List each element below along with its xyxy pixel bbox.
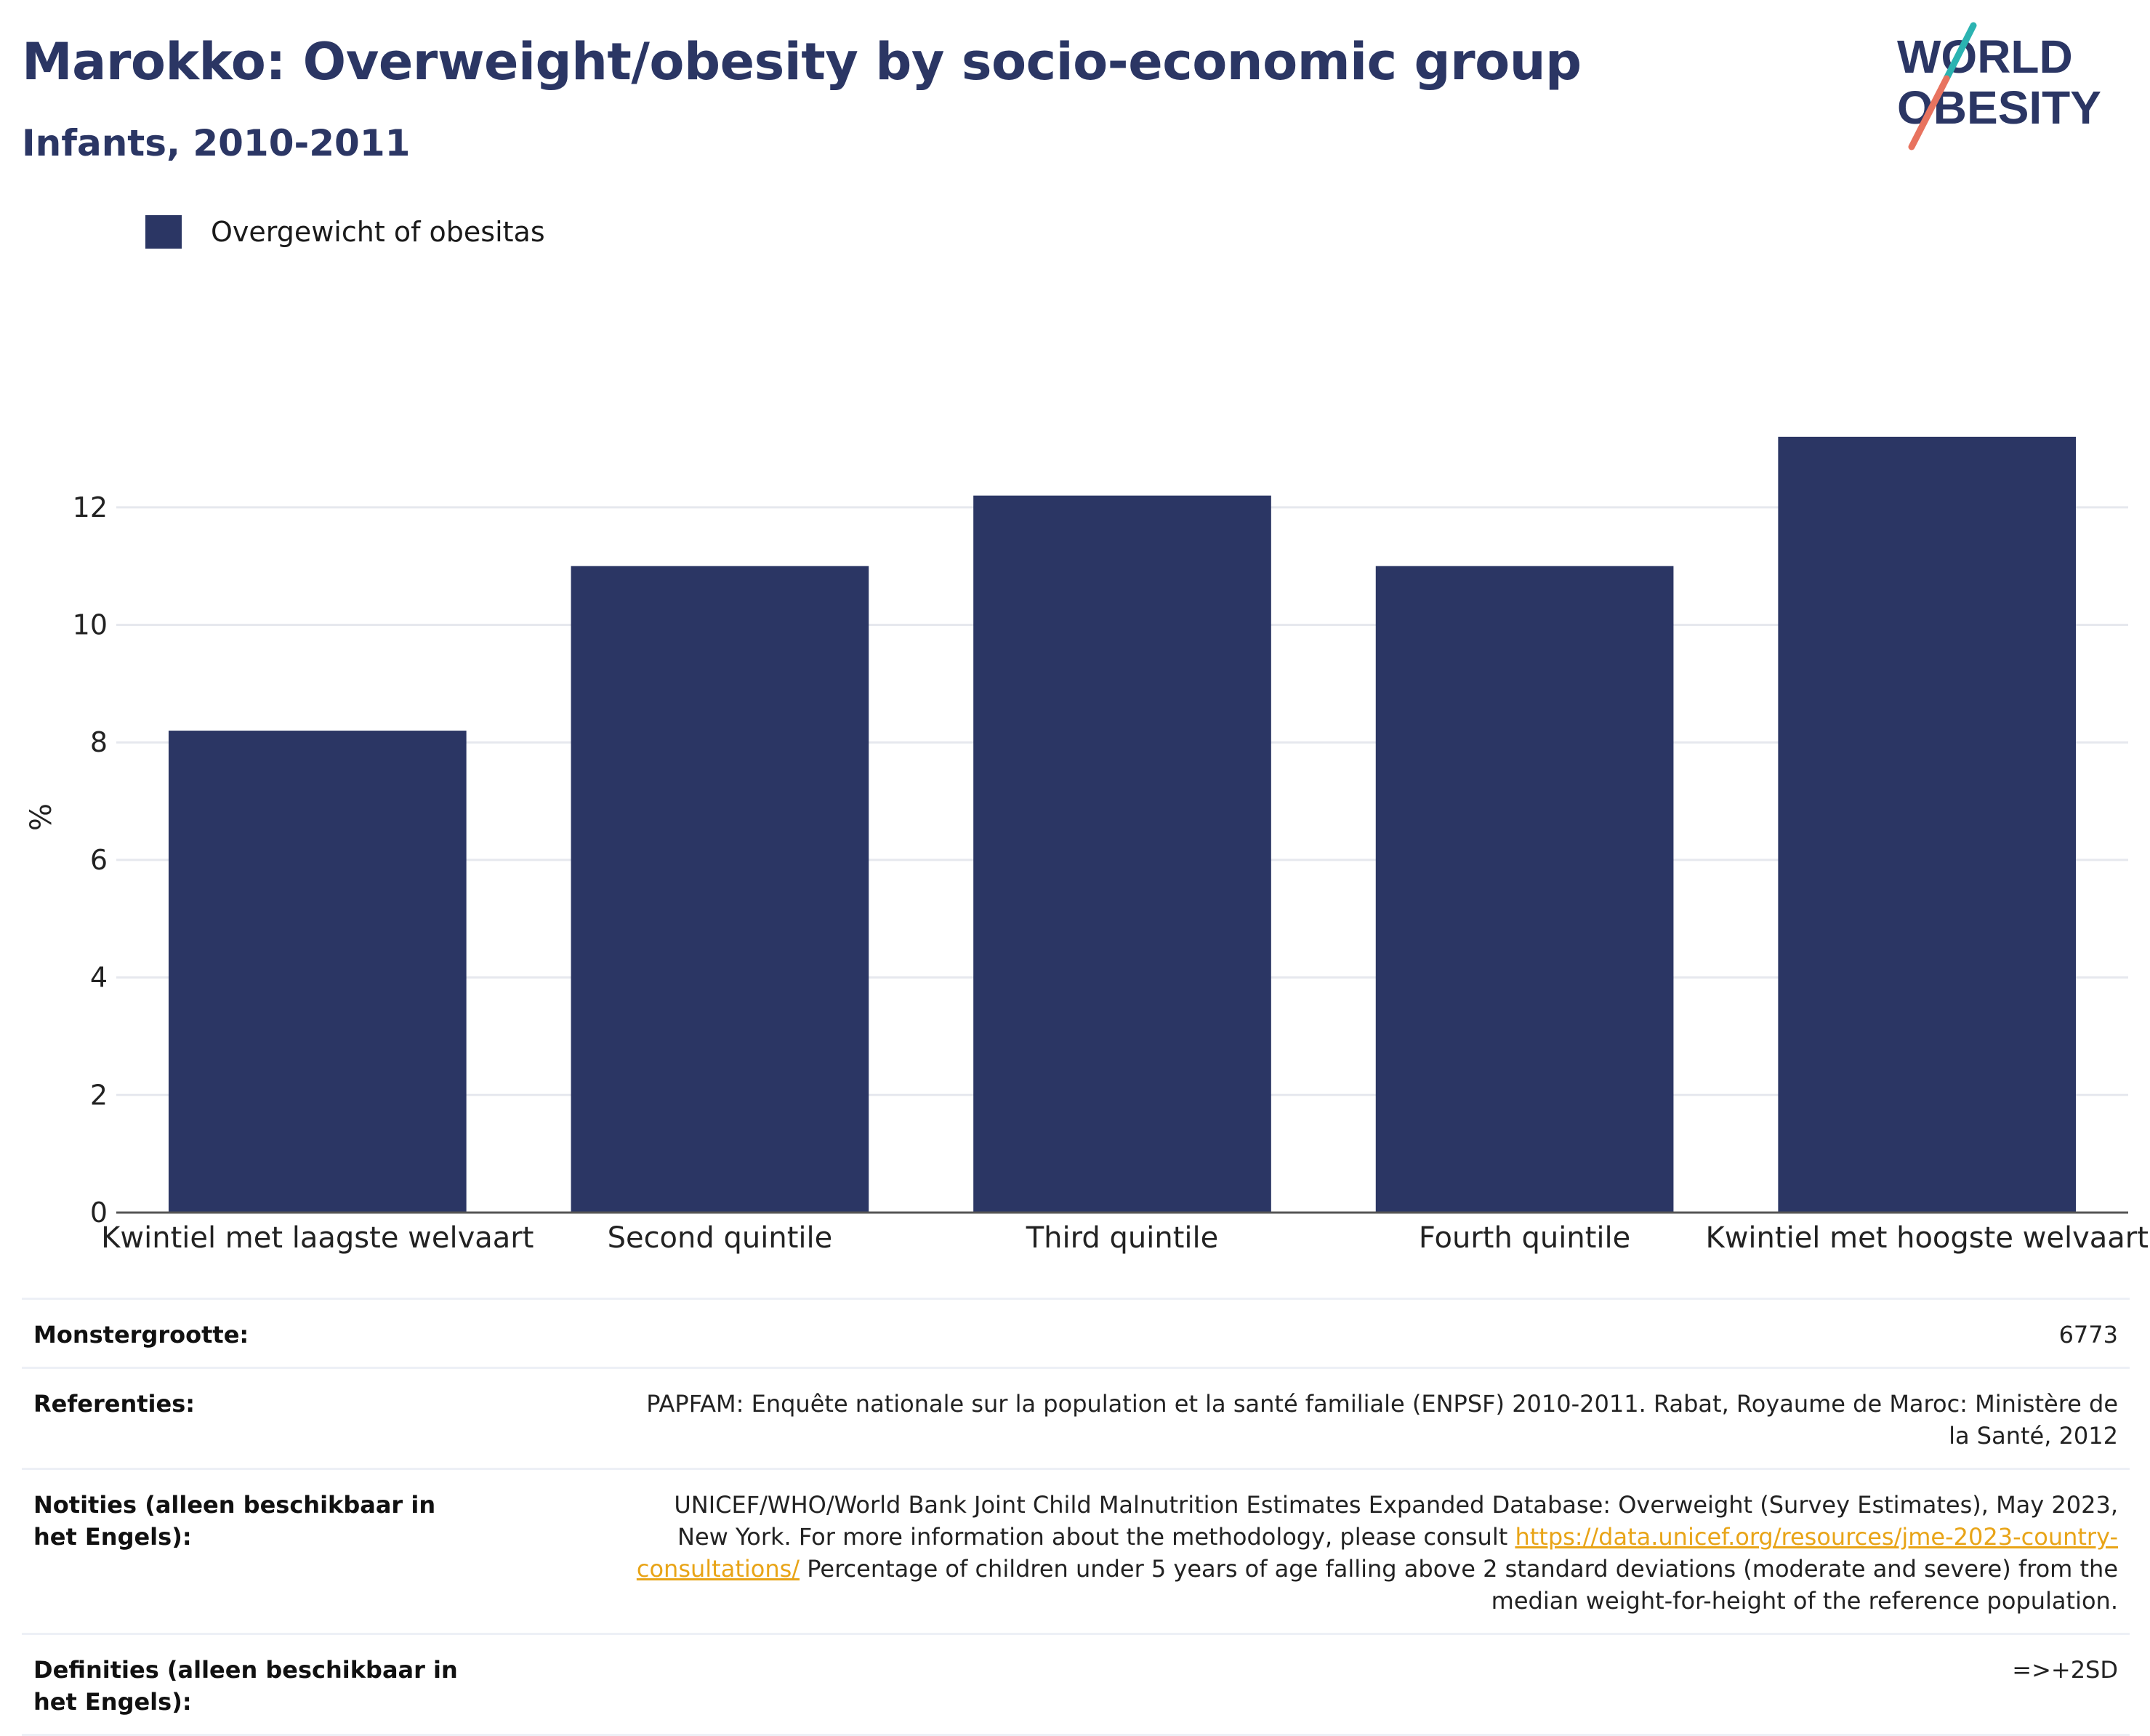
meta-value: UNICEF/WHO/World Bank Joint Child Malnut… bbox=[628, 1489, 2118, 1617]
y-tick-label: 10 bbox=[73, 609, 108, 641]
meta-row-notes: Notities (alleen beschikbaar in het Enge… bbox=[22, 1468, 2130, 1633]
methodology-link[interactable]: https://data.unicef.org/resources/jme-20… bbox=[636, 1523, 2118, 1583]
meta-row-sample-size: Monstergrootte: 6773 bbox=[22, 1298, 2130, 1367]
y-tick-label: 2 bbox=[90, 1079, 108, 1111]
legend: Overgewicht of obesitas bbox=[145, 215, 545, 249]
y-tick-label: 6 bbox=[90, 844, 108, 876]
x-tick-label: Second quintile bbox=[608, 1221, 833, 1255]
y-axis-label: % bbox=[25, 803, 58, 831]
meta-label: Definities (alleen beschikbaar in het En… bbox=[33, 1656, 458, 1716]
x-tick-label: Kwintiel met hoogste welvaart bbox=[1705, 1221, 2148, 1255]
meta-value: 6773 bbox=[2058, 1321, 2118, 1349]
meta-value: PAPFAM: Enquête nationale sur la populat… bbox=[646, 1390, 2118, 1450]
bar-chart: 0 2 4 6 8 10 12% Kwintiel met laagste welvaart S… bbox=[25, 436, 2149, 1255]
x-tick-label: Third quintile bbox=[1026, 1221, 1218, 1255]
bar bbox=[1375, 566, 1674, 1213]
x-tick-label: Fourth quintile bbox=[1419, 1221, 1630, 1255]
logo-slash-coral bbox=[1908, 75, 1950, 150]
y-tick-label: 8 bbox=[90, 726, 108, 758]
y-tick-label: 0 bbox=[90, 1197, 108, 1229]
notes-text-continued: Percentage of children under 5 years of … bbox=[800, 1555, 2118, 1615]
y-tick-label: 12 bbox=[73, 491, 108, 523]
x-tick-label: Kwintiel met laagste welvaart bbox=[101, 1221, 534, 1255]
legend-label: Overgewicht of obesitas bbox=[211, 216, 545, 248]
bar bbox=[973, 495, 1271, 1213]
y-tick-label: 4 bbox=[90, 962, 108, 994]
logo-text-line1: WORLD bbox=[1897, 31, 2073, 83]
meta-row-references: Referenties: PAPFAM: Enquête nationale s… bbox=[22, 1367, 2130, 1468]
notes-text: UNICEF/WHO/World Bank Joint Child Malnut… bbox=[674, 1491, 2118, 1551]
bar bbox=[1778, 436, 2077, 1213]
meta-value: =>+2SD bbox=[2012, 1656, 2118, 1684]
meta-row-definitions: Definities (alleen beschikbaar in het En… bbox=[22, 1633, 2130, 1736]
meta-label: Notities (alleen beschikbaar in het Enge… bbox=[33, 1491, 436, 1551]
meta-label: Referenties: bbox=[33, 1390, 196, 1418]
world-obesity-logo: WORLD OBESITY bbox=[1897, 22, 2101, 150]
logo-slash-teal bbox=[1943, 22, 1977, 82]
chart-title: Marokko: Overweight/obesity by socio-eco… bbox=[22, 32, 1582, 92]
legend-swatch bbox=[145, 215, 182, 249]
bar bbox=[168, 731, 467, 1213]
bar bbox=[571, 566, 869, 1213]
metadata-table: Monstergrootte: 6773 Referenties: PAPFAM… bbox=[22, 1298, 2130, 1736]
chart-subtitle: Infants, 2010-2011 bbox=[22, 122, 411, 164]
meta-label: Monstergrootte: bbox=[33, 1321, 249, 1349]
